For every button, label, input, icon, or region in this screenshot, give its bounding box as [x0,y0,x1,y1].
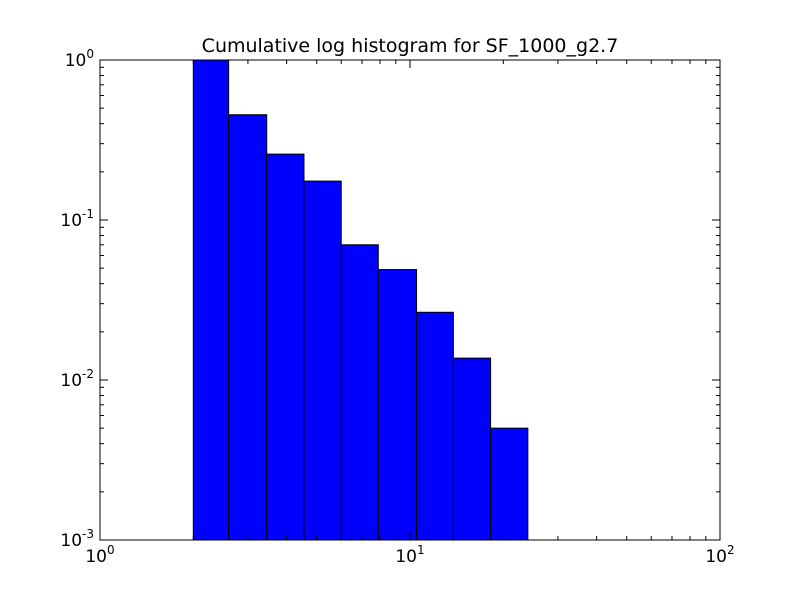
y-tick-label: 100 [65,47,94,71]
tick-labels-group: 100 101 102 100 10-1 10-2 10-3 [60,47,734,567]
histogram-bar [416,311,454,541]
histogram-bar [490,427,529,541]
chart-title: Cumulative log histogram for SF_1000_g2.… [202,35,619,57]
y-tick-label: 10-3 [60,527,94,551]
histogram-bar [303,180,342,541]
x-tick-label: 101 [395,543,424,567]
y-tick-label: 10-1 [60,207,94,231]
histogram-bar [192,59,230,541]
histogram-bar [266,153,305,541]
histogram-bar [340,244,379,541]
x-tick-label: 102 [705,543,734,567]
plot-frame [99,59,721,541]
x-tick-label: 100 [85,543,114,567]
bars-group [192,59,529,541]
histogram-bar [377,269,418,541]
histogram-bar [228,114,268,541]
y-tick-label: 10-2 [60,367,94,391]
histogram-bar [452,357,492,541]
